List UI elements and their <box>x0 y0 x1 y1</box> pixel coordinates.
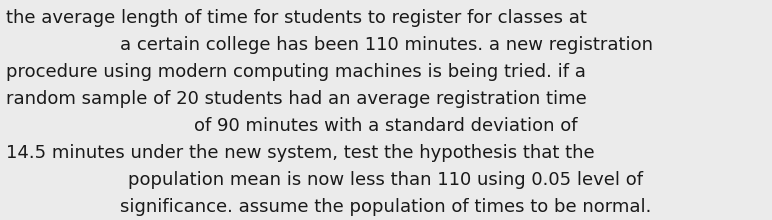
Text: 14.5 minutes under the new system, test the hypothesis that the: 14.5 minutes under the new system, test … <box>6 144 594 162</box>
Text: significance. assume the population of times to be normal.: significance. assume the population of t… <box>120 198 652 216</box>
Text: of 90 minutes with a standard deviation of: of 90 minutes with a standard deviation … <box>195 117 577 135</box>
Text: procedure using modern computing machines is being tried. if a: procedure using modern computing machine… <box>6 63 586 81</box>
Text: a certain college has been 110 minutes. a new registration: a certain college has been 110 minutes. … <box>120 36 652 54</box>
Text: random sample of 20 students had an average registration time: random sample of 20 students had an aver… <box>6 90 587 108</box>
Text: the average length of time for students to register for classes at: the average length of time for students … <box>6 9 587 27</box>
Text: population mean is now less than 110 using 0.05 level of: population mean is now less than 110 usi… <box>128 171 644 189</box>
